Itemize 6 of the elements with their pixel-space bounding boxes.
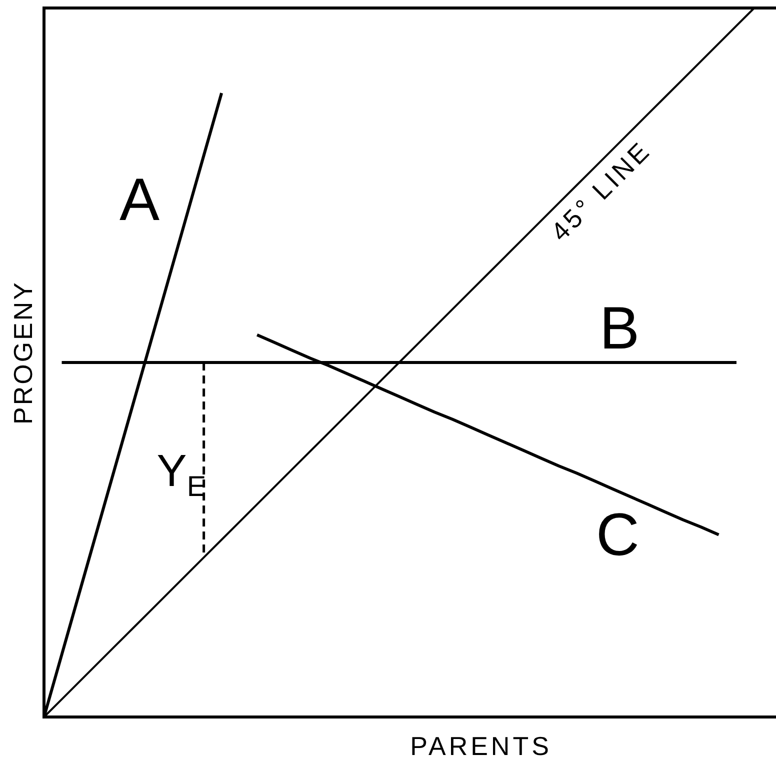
annotation: Y$_{E}$: [156, 444, 206, 503]
series-label: B: [599, 294, 640, 362]
series-label: C: [596, 500, 640, 568]
y-axis-title: PROGENY: [8, 280, 38, 425]
x-axis-title: PARENTS: [410, 731, 552, 759]
series-label: A: [120, 166, 160, 234]
